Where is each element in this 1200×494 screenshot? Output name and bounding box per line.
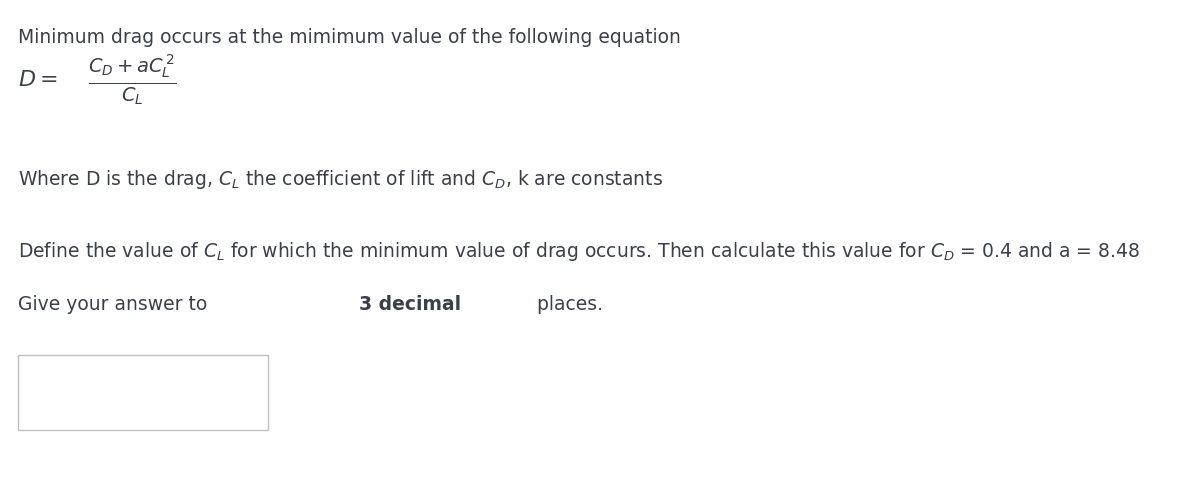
FancyBboxPatch shape (18, 355, 268, 430)
Text: Where D is the drag, $C_L$ the coefficient of lift and $C_D$, k are constants: Where D is the drag, $C_L$ the coefficie… (18, 168, 662, 191)
Text: Define the value of $C_L$ for which the minimum value of drag occurs. Then calcu: Define the value of $C_L$ for which the … (18, 240, 1140, 263)
Text: $\mathit{D} =$: $\mathit{D} =$ (18, 70, 58, 90)
Text: Give your answer to: Give your answer to (18, 295, 214, 314)
Text: places.: places. (530, 295, 602, 314)
Text: Minimum drag occurs at the mimimum value of the following equation: Minimum drag occurs at the mimimum value… (18, 28, 680, 47)
Text: $\frac{C_D + aC_L^{\,2}}{C_L}$: $\frac{C_D + aC_L^{\,2}}{C_L}$ (88, 53, 176, 107)
Text: 3 decimal: 3 decimal (359, 295, 461, 314)
